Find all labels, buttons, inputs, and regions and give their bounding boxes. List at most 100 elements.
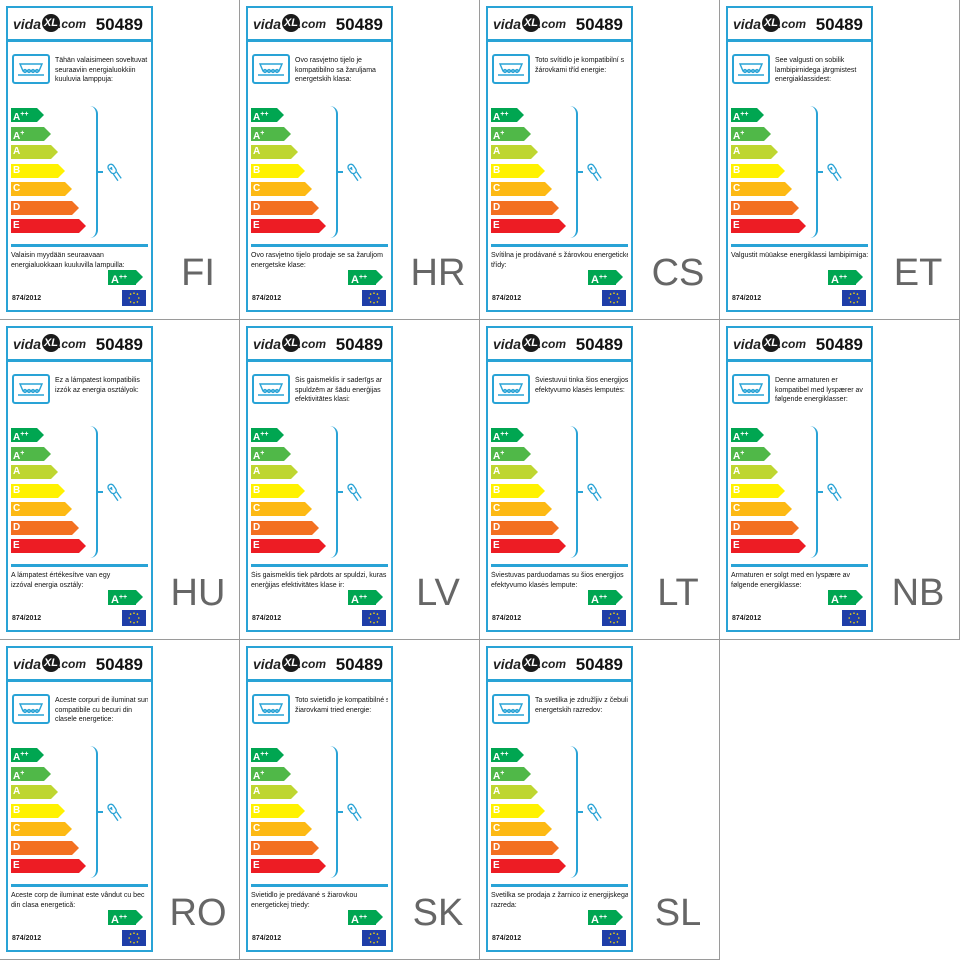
sold-with-text: Svítilna je prodávané s žárovkou energet… <box>491 252 628 269</box>
regulation-number: 874/2012 <box>12 935 42 942</box>
ceiling-lamp-icon <box>252 54 290 84</box>
label-header: vida XL .com 50489 <box>488 328 631 362</box>
energy-class-bar: B <box>11 163 65 178</box>
energy-class-bar: B <box>11 483 65 498</box>
energy-class-bar: A <box>11 145 58 159</box>
sold-with-text: Svietidlo je predávané s žiarovkou energe… <box>251 892 358 909</box>
sold-energy-class: A++ <box>828 590 863 606</box>
label-header: vida XL .com 50489 <box>728 8 871 42</box>
compatibility-text: Tähän valaisimeen soveltuvat seuraaviin e… <box>55 57 148 83</box>
label-header: vida XL .com 50489 <box>488 648 631 682</box>
model-number: 50489 <box>95 15 143 34</box>
energy-class-bar: E <box>731 539 806 553</box>
energy-class-bar: E <box>251 859 326 873</box>
energy-class-bar: E <box>11 219 86 233</box>
logo-suffix: .com <box>538 17 567 31</box>
logo-prefix: vida <box>493 16 522 32</box>
energy-class-bar: E <box>731 219 806 233</box>
light-bulb-icon <box>344 800 366 826</box>
eu-flag-icon <box>602 610 626 626</box>
logo-mark: XL <box>762 14 780 32</box>
energy-class-bar: A+ <box>251 126 291 142</box>
logo-suffix: .com <box>58 17 87 31</box>
energy-scale: A++ A+ A B C D E <box>251 428 331 556</box>
brace-tip <box>98 491 103 493</box>
light-bulb-icon <box>584 800 606 826</box>
compatibility-text: Ovo rasvjetno tijelo je kompatibilno sa ž… <box>295 57 376 83</box>
ceiling-lamp-icon <box>12 694 50 724</box>
light-bulb-icon <box>584 160 606 186</box>
energy-label-card: vida XL .com 50489 Ez a lámpatest kompat… <box>6 326 153 632</box>
energy-class-bar: E <box>251 539 326 553</box>
sold-energy-class: A++ <box>588 590 623 606</box>
regulation-number: 874/2012 <box>492 935 522 942</box>
energy-class-bar: B <box>251 483 305 498</box>
energy-class-bar: C <box>491 502 552 516</box>
eu-flag-icon <box>122 930 146 946</box>
energy-class-bar: A+ <box>11 766 51 782</box>
divider <box>731 564 868 567</box>
vidaxl-logo: vida XL .com <box>253 654 329 674</box>
energy-class-bar: C <box>251 822 312 836</box>
logo-mark: XL <box>522 654 540 672</box>
energy-scale: A++ A+ A B C D E <box>731 108 811 236</box>
energy-class-bar: C <box>491 182 552 196</box>
energy-class-bar: A+ <box>731 446 771 462</box>
class-range-brace <box>808 106 818 238</box>
energy-class-bar: A <box>251 465 298 479</box>
vidaxl-logo: vida XL .com <box>253 334 329 354</box>
divider <box>251 884 388 887</box>
logo-suffix: .com <box>58 337 87 351</box>
energy-class-bar: C <box>11 502 72 516</box>
model-number: 50489 <box>95 655 143 674</box>
language-code: RO <box>169 892 227 934</box>
language-cell: vida XL .com 50489 Ovo rasvjetno tijelo … <box>240 0 480 320</box>
brace-tip <box>98 811 103 813</box>
language-cell: vida XL .com 50489 Šviestuvui tinka šios… <box>480 320 720 640</box>
regulation-number: 874/2012 <box>252 615 282 622</box>
language-cell: vida XL .com 50489 Toto svítidlo je komp… <box>480 0 720 320</box>
energy-class-bar: D <box>251 520 319 535</box>
energy-label-card: vida XL .com 50489 Toto svítidlo je komp… <box>486 6 633 312</box>
class-range-brace <box>88 106 98 238</box>
vidaxl-logo: vida XL .com <box>13 14 89 34</box>
energy-class-bar: A+ <box>491 446 531 462</box>
energy-class-bar: D <box>11 840 79 855</box>
sold-energy-class: A++ <box>348 270 383 286</box>
logo-prefix: vida <box>493 656 522 672</box>
energy-label-card: vida XL .com 50489 Toto svietidlo je kom… <box>246 646 393 952</box>
ceiling-lamp-icon <box>12 54 50 84</box>
model-number: 50489 <box>815 335 863 354</box>
logo-mark: XL <box>42 14 60 32</box>
label-header: vida XL .com 50489 <box>248 328 391 362</box>
ceiling-lamp-icon <box>252 374 290 404</box>
language-code: SL <box>654 892 702 934</box>
light-bulb-icon <box>104 480 126 506</box>
energy-class-bar: D <box>491 200 559 215</box>
energy-class-bar: E <box>11 539 86 553</box>
compatibility-text: Toto svietidlo je kompatibilné s žiarovka… <box>295 697 388 714</box>
vidaxl-logo: vida XL .com <box>13 334 89 354</box>
energy-label-card: vida XL .com 50489 Aceste corpuri de ilu… <box>6 646 153 952</box>
class-range-brace <box>568 746 578 878</box>
model-number: 50489 <box>335 335 383 354</box>
language-cell: vida XL .com 50489 Ta svetilka je združl… <box>480 640 720 960</box>
energy-class-bar: A <box>11 465 58 479</box>
energy-class-bar: B <box>11 803 65 818</box>
energy-class-bar: A++ <box>251 748 284 763</box>
energy-class-bar: D <box>731 520 799 535</box>
sold-with-text: Šviestuvas parduodamas su šios energijos… <box>491 572 624 589</box>
energy-label-card: vida XL .com 50489 See valgusti on sobil… <box>726 6 873 312</box>
light-bulb-icon <box>344 160 366 186</box>
logo-mark: XL <box>522 334 540 352</box>
energy-class-bar: E <box>491 539 566 553</box>
model-number: 50489 <box>335 655 383 674</box>
energy-scale: A++ A+ A B C D E <box>11 428 91 556</box>
divider <box>731 244 868 247</box>
divider <box>11 564 148 567</box>
eu-flag-icon <box>602 290 626 306</box>
energy-class-bar: A <box>251 785 298 799</box>
brace-tip <box>338 491 343 493</box>
language-code: HU <box>170 572 226 614</box>
eu-flag-icon <box>602 930 626 946</box>
